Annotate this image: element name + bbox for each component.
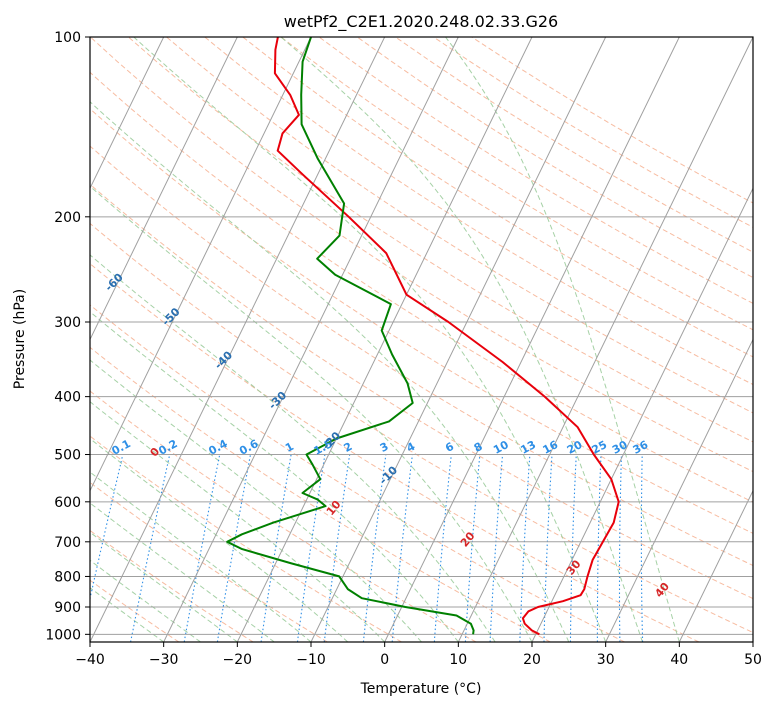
mixing-ratio-label: 16 bbox=[541, 438, 561, 457]
y-tick-label: 100 bbox=[54, 30, 81, 46]
y-tick-label: 500 bbox=[54, 448, 81, 464]
moist-adiabat-line bbox=[90, 254, 496, 642]
mixing-ratio-line bbox=[489, 454, 504, 642]
dry-adiabat-line bbox=[90, 390, 477, 642]
isotherm-line bbox=[531, 187, 753, 642]
y-tick-label: 400 bbox=[54, 390, 81, 406]
moist-adiabat-line bbox=[90, 359, 422, 642]
dry-adiabat-line bbox=[128, 37, 753, 443]
isotherm-line bbox=[90, 37, 386, 642]
moist-adiabat-line bbox=[133, 37, 607, 642]
x-tick-label: −10 bbox=[296, 652, 326, 668]
dry-adiabat-line bbox=[90, 145, 753, 567]
mixing-ratio-line bbox=[464, 454, 481, 642]
x-tick-label: −40 bbox=[75, 652, 105, 668]
moist-adiabat-line bbox=[90, 401, 386, 642]
y-tick-label: 300 bbox=[54, 315, 81, 331]
mixing-ratio-line bbox=[543, 454, 553, 642]
dry-adiabat-line bbox=[90, 435, 402, 642]
moist-adiabat-line bbox=[90, 438, 349, 642]
y-axis-label: Pressure (hPa) bbox=[12, 289, 28, 389]
dewpoint-line bbox=[226, 37, 475, 635]
mixing-ratio-line bbox=[596, 454, 602, 642]
mixing-ratio-line bbox=[433, 454, 452, 642]
mixing-ratio-label: 30 bbox=[610, 438, 630, 457]
dry-adiabat-line bbox=[280, 37, 753, 331]
mixing-ratio-line bbox=[519, 454, 531, 642]
x-tick-label: −20 bbox=[223, 652, 253, 668]
dry-adiabat-line bbox=[166, 37, 753, 414]
x-tick-label: 10 bbox=[449, 652, 467, 668]
mixing-ratio-label: 36 bbox=[631, 438, 651, 457]
dry-adiabat-line bbox=[90, 346, 551, 642]
y-tick-label: 900 bbox=[54, 600, 81, 616]
plot-frame bbox=[89, 36, 754, 643]
sounding-series bbox=[226, 37, 620, 636]
isotherm-line bbox=[457, 37, 753, 642]
isotherm-line bbox=[90, 37, 238, 341]
chart-title: wetPf2_C2E1.2020.248.02.33.G26 bbox=[284, 12, 558, 32]
moist-adiabat-line bbox=[90, 185, 533, 642]
mixing-ratio-line bbox=[569, 454, 577, 642]
mixing-ratio-label: 20 bbox=[565, 438, 585, 457]
y-tick-label: 600 bbox=[54, 495, 81, 511]
dry-adiabat-line bbox=[318, 37, 753, 304]
mixing-ratio-line bbox=[90, 454, 124, 602]
y-tick-label: 1000 bbox=[45, 627, 81, 643]
dry-adiabat-line bbox=[90, 263, 700, 642]
isotherm-line bbox=[163, 37, 459, 642]
x-tick-label: −30 bbox=[149, 652, 179, 668]
isotherm-line bbox=[678, 489, 753, 642]
mixing-ratio-line bbox=[640, 454, 644, 642]
y-tick-label: 700 bbox=[54, 535, 81, 551]
dry-adiabat-line bbox=[90, 579, 180, 642]
x-tick-label: 30 bbox=[597, 652, 615, 668]
mixing-ratio-line bbox=[618, 454, 623, 642]
isotherm-line bbox=[384, 37, 680, 642]
x-axis: −40 −30 −20 −10 0 10 20 30 40 50 bbox=[75, 642, 762, 668]
isotherm-line bbox=[605, 338, 753, 642]
isotherm-line bbox=[310, 37, 607, 642]
x-tick-label: 0 bbox=[380, 652, 389, 668]
temperature-line bbox=[273, 37, 620, 636]
x-tick-label: 50 bbox=[744, 652, 762, 668]
mixing-ratio-label: 25 bbox=[590, 438, 610, 457]
x-tick-label: 20 bbox=[523, 652, 541, 668]
dry-adiabat-line bbox=[90, 222, 753, 634]
mixing-ratio-label: 13 bbox=[518, 438, 538, 457]
mixing-ratio-label: 10 bbox=[491, 438, 511, 457]
isotherm-line bbox=[90, 37, 165, 190]
x-tick-label: 40 bbox=[670, 652, 688, 668]
moist-adiabat-line bbox=[445, 37, 680, 642]
y-tick-label: 200 bbox=[54, 210, 81, 226]
moist-adiabat-line bbox=[280, 37, 643, 642]
moist-adiabat-line bbox=[90, 311, 459, 642]
y-tick-label: 800 bbox=[54, 569, 81, 585]
x-axis-label: Temperature (°C) bbox=[360, 681, 482, 697]
isotherm-line bbox=[90, 37, 312, 492]
dry-adiabat-line bbox=[90, 108, 753, 534]
moist-adiabat-line bbox=[90, 101, 570, 642]
y-axis: 100 200 300 400 500 600 700 800 900 1000 bbox=[45, 30, 90, 643]
